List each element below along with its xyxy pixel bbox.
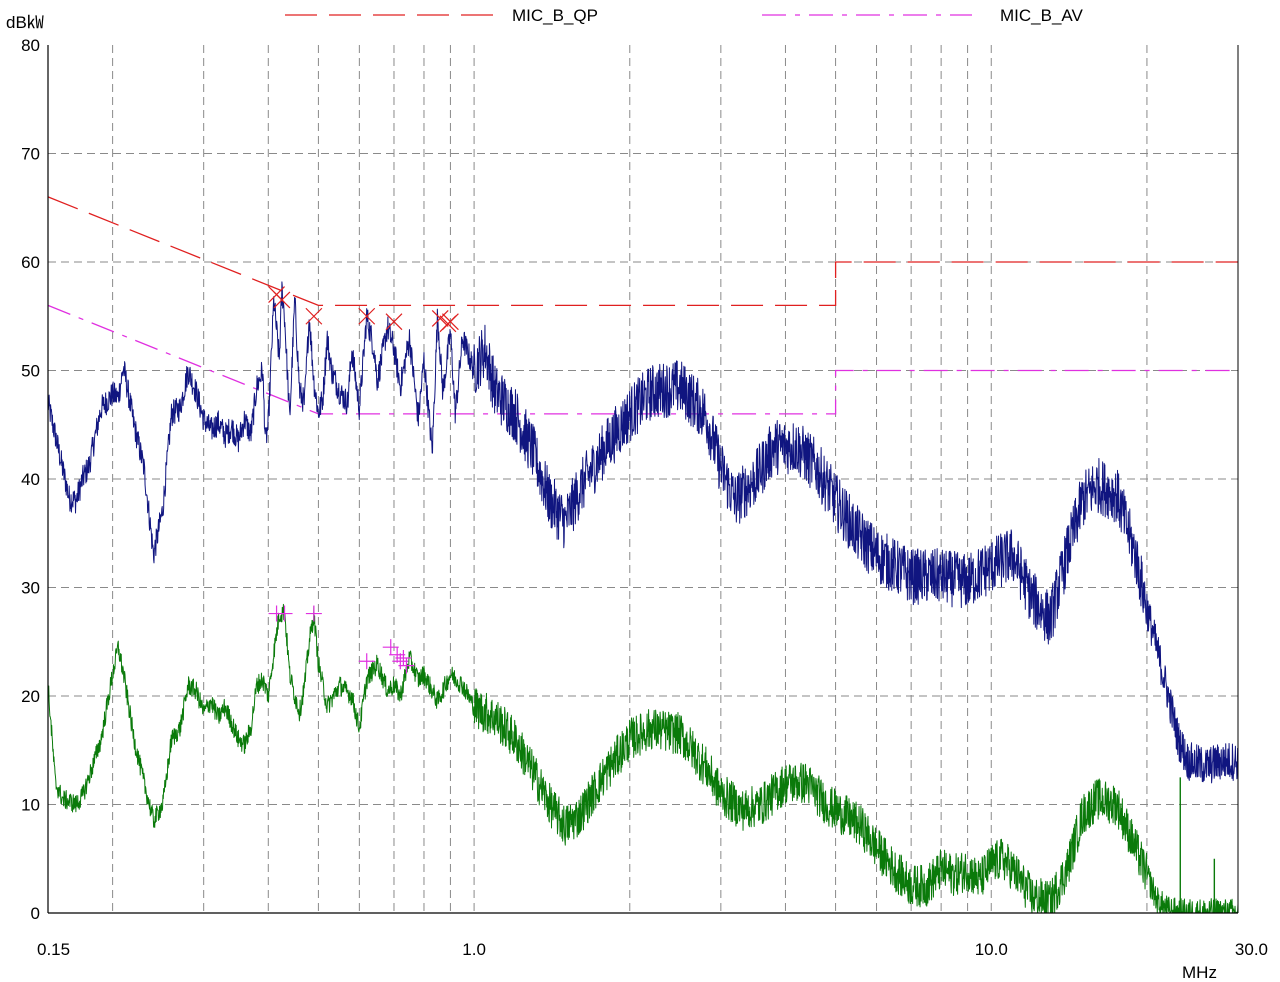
series-line-average: [47, 603, 1239, 914]
y-tick-label: 60: [21, 253, 40, 272]
qp-peak-marker: [385, 313, 403, 331]
y-tick-label: 20: [21, 687, 40, 706]
qp-peak-marker: [273, 291, 291, 309]
qp-peak-marker: [358, 307, 376, 325]
limit-line-mic-b-av: [47, 304, 1238, 415]
qp-peak-marker: [431, 309, 449, 327]
plot-frame: [47, 45, 1239, 914]
qp-peak-marker: [442, 313, 459, 331]
qp-peak-marker: [305, 307, 323, 325]
av-peak-marker: [395, 650, 412, 667]
limit-line-mic-b-qp: [47, 196, 1238, 307]
av-peak-marker: [392, 653, 409, 670]
data-series: [47, 281, 1239, 914]
legend: MIC_B_QP MIC_B_AV: [285, 6, 1083, 25]
grid: [48, 45, 1238, 913]
y-tick-label: 40: [21, 470, 40, 489]
av-peak-marker: [389, 646, 406, 663]
x-axis-unit-label: MHz: [1182, 963, 1217, 982]
series-line-quasi-peak: [47, 281, 1239, 784]
av-peak-marker: [398, 657, 415, 674]
y-tick-label: 80: [21, 36, 40, 55]
tick-labels: 0 10 20 30 40 50 60 70 80 0.15 1.0 10.0 30.0: [21, 36, 1268, 959]
peak-markers: [268, 286, 459, 674]
y-tick-label: 30: [21, 579, 40, 598]
y-axis-unit-label: dB㎾: [6, 13, 44, 32]
x-tick-label: 30.0: [1235, 940, 1268, 959]
y-tick-label: 50: [21, 362, 40, 381]
x-tick-label: 0.15: [37, 940, 70, 959]
legend-label-mic-b-qp: MIC_B_QP: [512, 6, 598, 25]
av-peak-marker: [382, 639, 399, 656]
y-tick-label: 10: [21, 796, 40, 815]
av-peak-marker: [358, 653, 375, 670]
y-tick-label: 0: [31, 904, 40, 923]
x-tick-label: 10.0: [975, 940, 1008, 959]
legend-label-mic-b-av: MIC_B_AV: [1000, 6, 1083, 25]
y-tick-label: 70: [21, 145, 40, 164]
av-peak-marker: [276, 605, 293, 622]
x-tick-label: 1.0: [462, 940, 486, 959]
limit-lines: [47, 196, 1238, 415]
av-peak-marker: [305, 605, 322, 622]
